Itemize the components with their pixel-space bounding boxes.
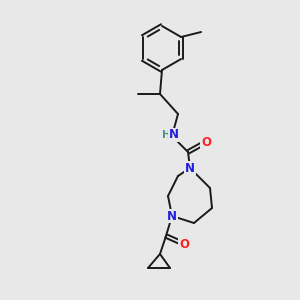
Text: O: O	[179, 238, 189, 250]
Text: O: O	[201, 136, 211, 148]
Text: N: N	[185, 161, 195, 175]
Text: N: N	[169, 128, 179, 142]
Text: N: N	[167, 209, 177, 223]
Text: H: H	[162, 130, 170, 140]
